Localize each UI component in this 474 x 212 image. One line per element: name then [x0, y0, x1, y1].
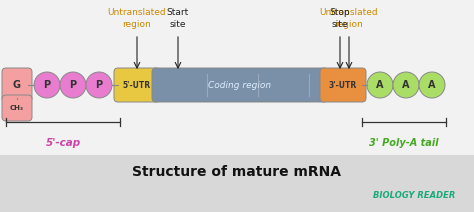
Text: CH₃: CH₃ — [10, 105, 24, 111]
Circle shape — [60, 72, 86, 98]
FancyBboxPatch shape — [0, 155, 474, 212]
Text: A: A — [376, 80, 384, 90]
Text: G: G — [13, 80, 21, 90]
FancyBboxPatch shape — [2, 95, 32, 121]
Text: Stop: Stop — [330, 8, 350, 17]
Text: A: A — [428, 80, 436, 90]
FancyBboxPatch shape — [152, 68, 328, 102]
Text: Coding region: Coding region — [209, 81, 272, 89]
Text: A: A — [402, 80, 410, 90]
Text: Structure of mature mRNA: Structure of mature mRNA — [133, 165, 341, 179]
Text: region: region — [335, 20, 364, 29]
FancyBboxPatch shape — [114, 68, 160, 102]
Text: P: P — [44, 80, 51, 90]
Circle shape — [419, 72, 445, 98]
Circle shape — [34, 72, 60, 98]
Text: Untranslated: Untranslated — [108, 8, 166, 17]
Text: P: P — [69, 80, 77, 90]
Text: site: site — [332, 20, 348, 29]
Text: 5'-UTR: 5'-UTR — [123, 81, 151, 89]
Circle shape — [86, 72, 112, 98]
Circle shape — [393, 72, 419, 98]
Text: region: region — [123, 20, 151, 29]
Text: BIOLOGY READER: BIOLOGY READER — [373, 191, 455, 200]
Text: 3' Poly-A tail: 3' Poly-A tail — [369, 138, 439, 148]
Text: 5'-cap: 5'-cap — [46, 138, 81, 148]
FancyBboxPatch shape — [2, 68, 32, 102]
Text: Start: Start — [167, 8, 189, 17]
Text: P: P — [95, 80, 102, 90]
Text: 3'-UTR: 3'-UTR — [329, 81, 357, 89]
Circle shape — [367, 72, 393, 98]
Text: Untranslated: Untranslated — [319, 8, 378, 17]
Text: site: site — [170, 20, 186, 29]
FancyBboxPatch shape — [320, 68, 366, 102]
